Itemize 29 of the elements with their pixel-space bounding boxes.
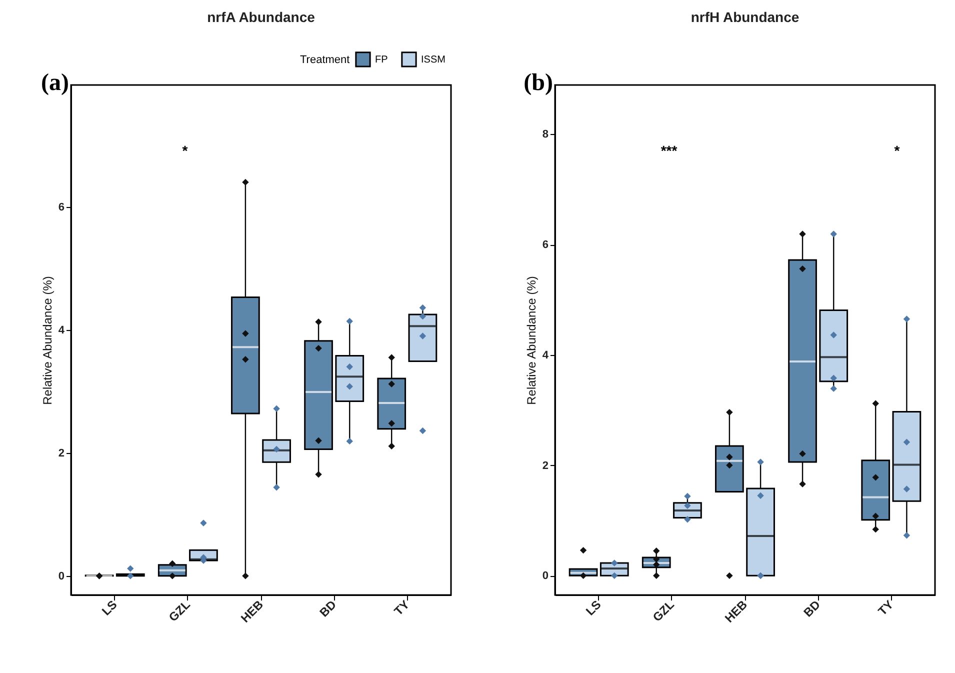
legend-title: Treatment (300, 54, 350, 66)
annotation: * (894, 142, 900, 158)
text: (b) (524, 70, 553, 96)
x-tick-label: BD (316, 597, 340, 620)
y-tick-label: 2 (58, 447, 64, 460)
text: (a) (41, 70, 69, 96)
x-tick-label: TY (875, 598, 896, 618)
y-tick-label: 4 (542, 349, 550, 362)
y-tick-label: 2 (542, 460, 548, 472)
x-tick-label: GZL (650, 598, 677, 624)
y-tick-label: 6 (542, 239, 548, 252)
y-tick-label: 4 (58, 324, 66, 336)
x-tick-label: LS (99, 598, 120, 618)
annotation: *** (660, 142, 678, 158)
legend-label: ISSM (421, 54, 446, 66)
y-axis-title: Relative Abundance (%) (524, 276, 538, 405)
x-tick-label: BD (800, 597, 824, 620)
y-axis-title: Relative Abundance (%) (40, 276, 54, 405)
y-tick-label: 8 (542, 128, 548, 141)
annotation: * (182, 142, 188, 158)
chart-title: nrfA Abundance (207, 9, 316, 25)
x-tick-label: TY (391, 598, 412, 618)
y-tick-label: 0 (542, 570, 548, 582)
x-tick-label: GZL (166, 598, 193, 624)
x-tick-label: LS (583, 598, 604, 618)
y-tick-label: 0 (58, 570, 64, 582)
y-tick-label: 6 (58, 201, 64, 214)
chart-title: nrfH Abundance (690, 9, 800, 25)
legend-label: FP (375, 54, 388, 66)
